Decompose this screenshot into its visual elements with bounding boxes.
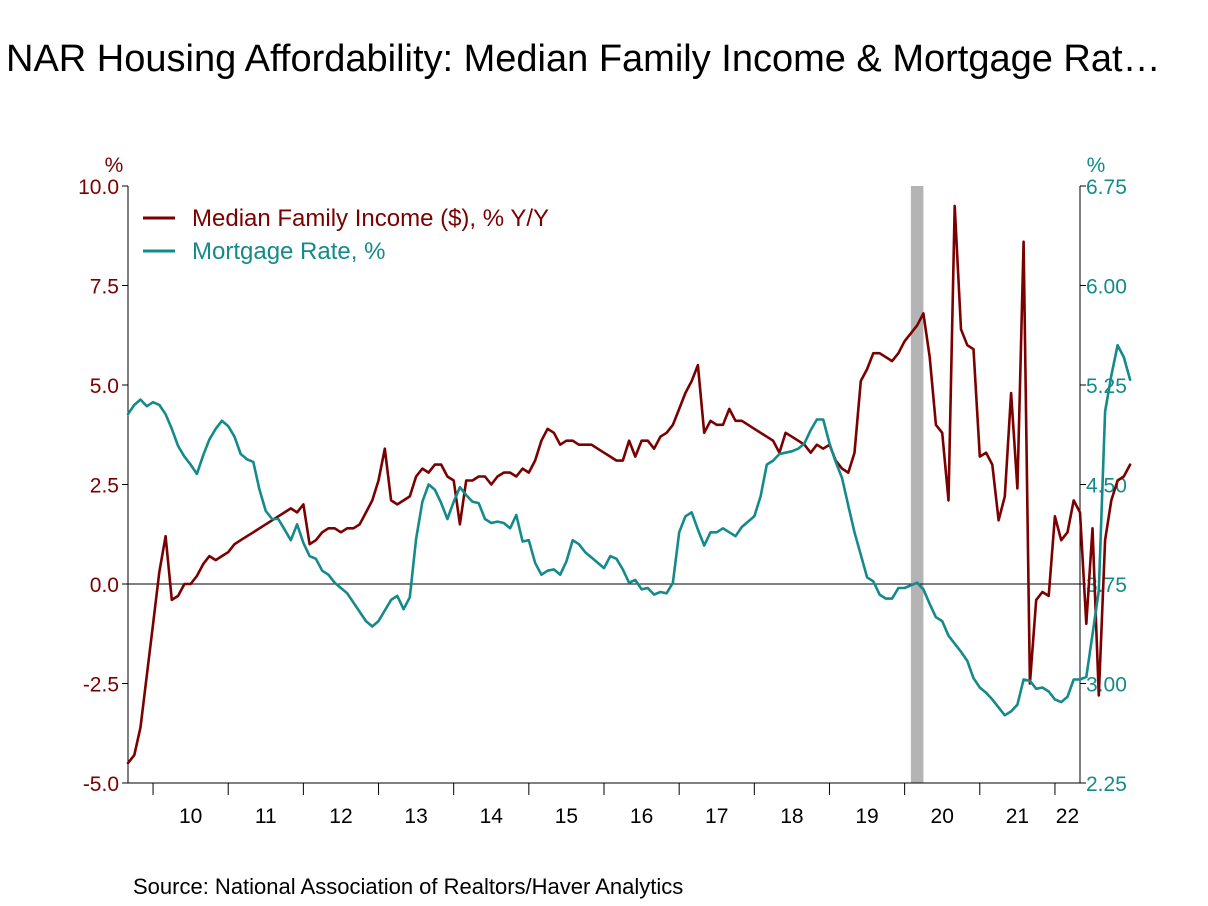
x-tick-label: 11 — [255, 805, 277, 828]
series-line-mortgage — [126, 343, 1132, 717]
x-tick-label: 17 — [705, 805, 728, 828]
legend: Median Family Income ($), % Y/Y Mortgage… — [143, 205, 549, 265]
right-axis-unit: % — [1087, 154, 1106, 177]
x-tick-label: 19 — [855, 805, 878, 828]
x-tick-label: 15 — [555, 805, 578, 828]
left-axis-unit: % — [105, 154, 124, 177]
right-tick-label: 6.00 — [1086, 276, 1127, 299]
left-tick-label: 7.5 — [90, 276, 119, 299]
x-tick-label: 12 — [329, 805, 352, 828]
recession-band-layer — [910, 186, 924, 783]
left-tick-label: 10.0 — [78, 176, 119, 199]
left-tick-label: -5.0 — [83, 773, 119, 796]
right-tick-label: 2.25 — [1086, 773, 1127, 796]
x-tick-label: 16 — [630, 805, 653, 828]
left-tick-label: 5.0 — [90, 375, 119, 398]
legend-label-income: Median Family Income ($), % Y/Y — [192, 205, 549, 232]
right-tick-label: 5.25 — [1086, 375, 1127, 398]
left-tick-label: 2.5 — [90, 475, 119, 498]
axes-layer: 10.07.55.02.50.0-2.5-5.0%6.756.005.254.5… — [78, 154, 1127, 828]
left-tick-label: -2.5 — [83, 674, 119, 697]
left-tick-label: 0.0 — [90, 574, 119, 597]
x-tick-label: 18 — [780, 805, 803, 828]
recession-band — [910, 186, 924, 783]
x-tick-label: 10 — [179, 805, 202, 828]
x-tick-label: 21 — [1006, 805, 1029, 828]
x-tick-label: 14 — [480, 805, 504, 828]
x-tick-label: 22 — [1056, 805, 1079, 828]
series-layer — [126, 204, 1132, 765]
source-note: Source: National Association of Realtors… — [133, 874, 684, 899]
x-tick-label: 20 — [931, 805, 954, 828]
right-tick-label: 3.75 — [1086, 574, 1127, 597]
series-line-income — [126, 204, 1132, 765]
chart-title: NAR Housing Affordability: Median Family… — [6, 38, 1161, 80]
legend-label-mortgage: Mortgage Rate, % — [192, 238, 385, 265]
x-tick-label: 13 — [404, 805, 427, 828]
right-tick-label: 6.75 — [1086, 176, 1127, 199]
right-tick-label: 3.00 — [1086, 674, 1127, 697]
